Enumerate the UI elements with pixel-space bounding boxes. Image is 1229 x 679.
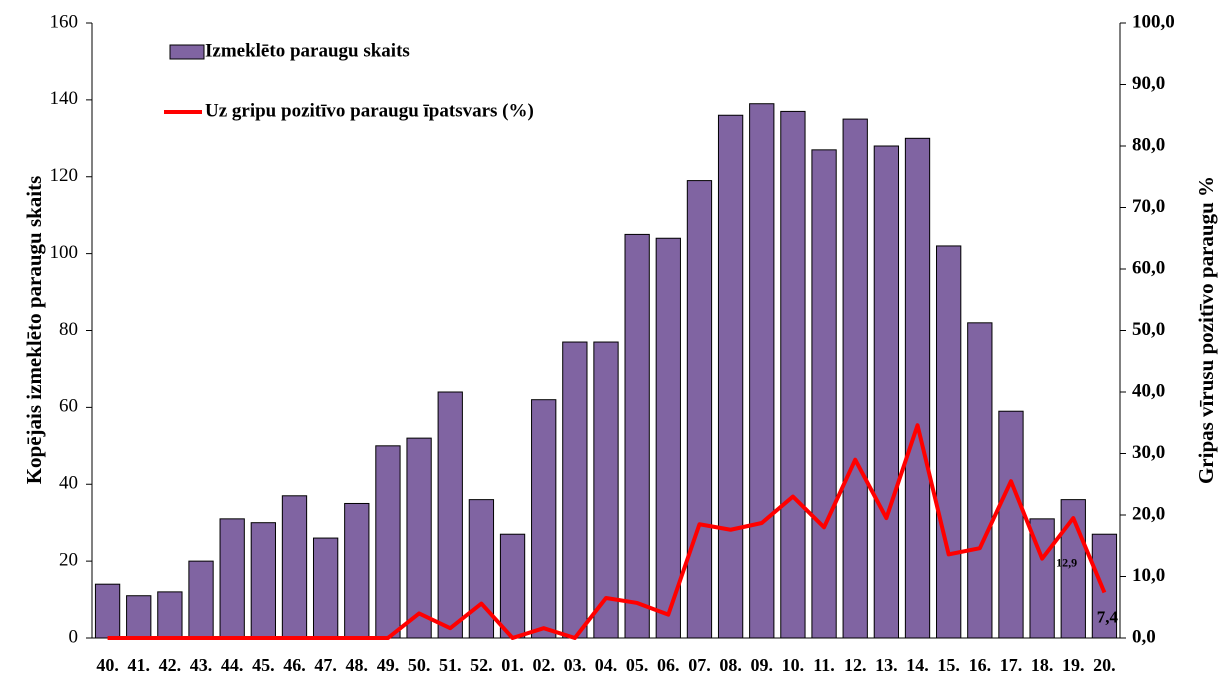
bar bbox=[250, 522, 276, 639]
x-tick-label: 11. bbox=[813, 655, 835, 675]
x-tick-label: 50. bbox=[408, 655, 431, 675]
bar bbox=[157, 591, 183, 639]
y-tick-label: 0 bbox=[69, 626, 79, 647]
y2-tick-label: 70,0 bbox=[1132, 196, 1165, 217]
x-tick-label: 18. bbox=[1031, 655, 1054, 675]
bar bbox=[468, 499, 495, 639]
bar bbox=[437, 391, 463, 639]
bar bbox=[655, 237, 681, 639]
bar bbox=[624, 233, 650, 639]
y-tick-label: 80 bbox=[59, 319, 78, 340]
x-tick-label: 15. bbox=[937, 655, 960, 675]
bar bbox=[312, 537, 339, 639]
x-tick-label: 03. bbox=[564, 655, 587, 675]
x-tick-label: 16. bbox=[969, 655, 992, 675]
y-tick-label: 40 bbox=[59, 473, 78, 494]
y-tick-label: 120 bbox=[50, 165, 79, 186]
x-tick-label: 09. bbox=[751, 655, 774, 675]
y-tick-label: 60 bbox=[59, 396, 78, 417]
y2-axis-title: Gripas vīrusu pozitīvo paraugu % bbox=[1194, 176, 1218, 484]
bar bbox=[842, 118, 868, 639]
legend-swatch bbox=[169, 44, 205, 60]
y2-tick-label: 0,0 bbox=[1132, 626, 1156, 647]
x-tick-label: 43. bbox=[190, 655, 213, 675]
bar bbox=[717, 114, 744, 639]
bar bbox=[998, 410, 1024, 639]
bar bbox=[406, 437, 432, 639]
x-tick-label: 01. bbox=[501, 655, 524, 675]
x-tick-label: 04. bbox=[595, 655, 618, 675]
x-tick-label: 10. bbox=[782, 655, 805, 675]
bar bbox=[593, 341, 619, 639]
x-tick-label: 41. bbox=[127, 655, 150, 675]
bar bbox=[281, 495, 308, 639]
x-tick-label: 17. bbox=[1000, 655, 1023, 675]
bar bbox=[188, 560, 214, 639]
bar bbox=[749, 103, 775, 639]
bar bbox=[1091, 533, 1118, 639]
x-tick-label: 51. bbox=[439, 655, 462, 675]
y2-tick-label: 30,0 bbox=[1132, 442, 1165, 463]
x-tick-label: 20. bbox=[1093, 655, 1116, 675]
bar bbox=[344, 502, 370, 639]
y2-tick-label: 80,0 bbox=[1132, 134, 1165, 155]
x-tick-label: 13. bbox=[875, 655, 898, 675]
x-tick-label: 19. bbox=[1062, 655, 1085, 675]
x-tick-label: 47. bbox=[314, 655, 337, 675]
y-tick-label: 140 bbox=[50, 88, 79, 109]
x-tick-label: 49. bbox=[377, 655, 400, 675]
bar bbox=[375, 445, 401, 639]
bar bbox=[811, 149, 837, 639]
x-tick-label: 52. bbox=[470, 655, 493, 675]
y2-tick-label: 40,0 bbox=[1132, 380, 1165, 401]
x-tick-label: 14. bbox=[906, 655, 929, 675]
bar bbox=[531, 399, 557, 639]
x-tick-label: 40. bbox=[96, 655, 119, 675]
line bbox=[107, 423, 1107, 640]
y2-tick-label: 50,0 bbox=[1132, 319, 1165, 340]
x-tick-label: 06. bbox=[657, 655, 680, 675]
y-tick-label: 160 bbox=[50, 11, 79, 32]
y2-tick-label: 100,0 bbox=[1132, 11, 1175, 32]
x-tick-label: 12. bbox=[844, 655, 867, 675]
x-tick-label: 02. bbox=[532, 655, 555, 675]
bar bbox=[967, 322, 993, 639]
bar bbox=[936, 245, 962, 639]
x-tick-label: 42. bbox=[159, 655, 182, 675]
x-tick-label: 48. bbox=[346, 655, 369, 675]
bar bbox=[126, 595, 152, 639]
bar bbox=[780, 110, 806, 639]
y-tick-label: 20 bbox=[59, 549, 78, 570]
y2-tick-label: 20,0 bbox=[1132, 503, 1165, 524]
x-tick-label: 44. bbox=[221, 655, 244, 675]
y2-tick-label: 90,0 bbox=[1132, 73, 1165, 94]
bar bbox=[686, 180, 713, 639]
y-tick-label: 100 bbox=[50, 242, 79, 263]
x-tick-label: 05. bbox=[626, 655, 649, 675]
x-tick-label: 08. bbox=[719, 655, 742, 675]
x-tick-label: 46. bbox=[283, 655, 306, 675]
legend-label: Izmeklēto paraugu skaits bbox=[205, 40, 410, 61]
y2-tick-label: 10,0 bbox=[1132, 565, 1165, 586]
data-label: 12,9 bbox=[1056, 555, 1077, 569]
bar bbox=[562, 341, 588, 639]
bar bbox=[219, 518, 245, 639]
bar bbox=[94, 583, 121, 639]
legend-label: Uz gripu pozitīvo paraugu īpatsvars (%) bbox=[205, 100, 534, 121]
data-label: 7,4 bbox=[1097, 607, 1119, 626]
bar bbox=[873, 145, 900, 639]
y-axis-title: Kopējais izmeklēto paraugu skaits bbox=[22, 176, 46, 485]
x-tick-label: 45. bbox=[252, 655, 275, 675]
x-tick-label: 07. bbox=[688, 655, 711, 675]
y2-tick-label: 60,0 bbox=[1132, 257, 1165, 278]
bar bbox=[499, 533, 526, 639]
bar bbox=[904, 137, 931, 639]
